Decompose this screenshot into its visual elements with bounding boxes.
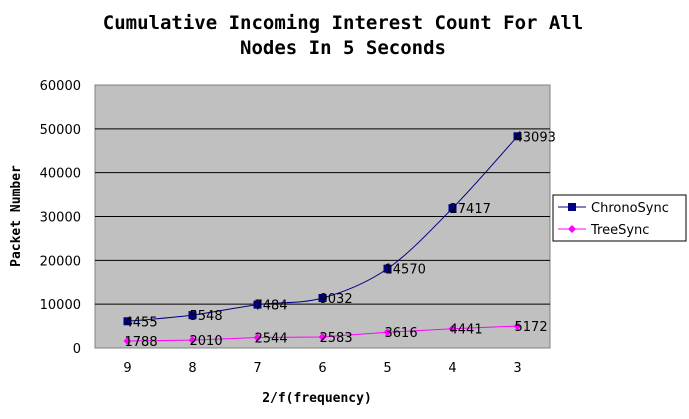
- chart-title-line-2: Nodes In 5 Seconds: [240, 37, 446, 59]
- y-tick-label: 30000: [40, 211, 81, 226]
- y-tick-label: 50000: [40, 123, 81, 138]
- data-label-chronosync: 27417: [450, 202, 491, 217]
- legend-marker: [568, 225, 576, 233]
- data-label-chronosync: 5548: [190, 309, 223, 324]
- x-axis-ticks: 9 8 7 6 5 4 3: [123, 361, 521, 376]
- x-tick-label: 7: [253, 361, 261, 376]
- data-point-chronosync: [253, 300, 262, 309]
- legend: ChronoSync TreeSync: [552, 194, 687, 242]
- chart-title-line-1: Cumulative Incoming Interest Count For A…: [103, 12, 583, 34]
- data-label-treesync: 2010: [190, 334, 223, 349]
- grid-lines: [95, 128, 550, 305]
- data-point-chronosync: [318, 294, 327, 303]
- series-layer: 4455 5548 7484 9032 14570 27417 43093 1788 2010 2…: [123, 130, 556, 350]
- data-point-chronosync: [188, 311, 197, 320]
- data-point-chronosync: [448, 204, 457, 213]
- data-point-treesync: [123, 336, 132, 345]
- y-axis-ticks: 0 10000 20000 30000 40000 50000 60000: [40, 79, 81, 357]
- y-axis-title: Packet Number: [9, 165, 24, 267]
- x-tick-label: 5: [383, 361, 391, 376]
- data-label-chronosync: 9032: [320, 292, 353, 307]
- legend-marker: [568, 203, 576, 211]
- data-point-treesync: [318, 333, 327, 342]
- data-point-treesync: [513, 322, 522, 331]
- x-tick-label: 4: [448, 361, 456, 376]
- y-tick-label: 60000: [40, 79, 81, 94]
- x-tick-label: 6: [318, 361, 326, 376]
- legend-box: [552, 194, 687, 242]
- legend-label-chronosync: ChronoSync: [591, 201, 669, 216]
- data-point-chronosync: [513, 132, 522, 141]
- data-label-treesync: 1788: [125, 335, 158, 350]
- data-label-chronosync: 7484: [255, 299, 288, 314]
- x-tick-label: 8: [188, 361, 196, 376]
- data-label-treesync: 2583: [320, 331, 353, 346]
- y-tick-label: 0: [73, 342, 81, 357]
- x-axis-title: 2/f(frequency): [262, 391, 372, 406]
- legend-label-treesync: TreeSync: [590, 223, 649, 238]
- data-label-treesync: 2544: [255, 331, 288, 346]
- data-label-treesync: 5172: [515, 320, 548, 335]
- x-tick-label: 3: [513, 361, 521, 376]
- data-label-chronosync: 4455: [125, 315, 158, 330]
- data-label-chronosync: 14570: [385, 263, 426, 278]
- data-point-treesync: [448, 324, 457, 333]
- y-tick-label: 10000: [40, 298, 81, 313]
- data-label-chronosync: 43093: [515, 130, 556, 145]
- y-tick-label: 40000: [40, 167, 81, 182]
- data-point-treesync: [253, 333, 262, 342]
- data-point-chronosync: [123, 317, 132, 326]
- data-label-treesync: 3616: [385, 326, 418, 341]
- data-label-treesync: 4441: [450, 323, 483, 338]
- x-tick-label: 9: [123, 361, 131, 376]
- data-point-treesync: [188, 336, 197, 345]
- data-point-chronosync: [383, 264, 392, 273]
- legend-items: ChronoSync TreeSync: [558, 201, 669, 238]
- data-point-treesync: [383, 328, 392, 337]
- y-tick-label: 20000: [40, 254, 81, 269]
